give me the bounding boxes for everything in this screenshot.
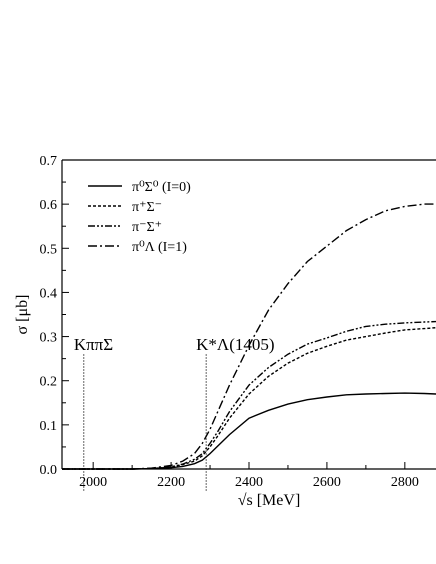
y-tick-label: 0.7 — [40, 154, 58, 169]
y-tick-label: 0.4 — [40, 286, 58, 301]
axes: 0.0 0.1 0.2 0.3 0.4 0.5 0.6 0.7 2000 2200 2400 2600… — [14, 154, 436, 509]
threshold-label: KππΣ — [74, 335, 113, 354]
y-tick-label: 0.1 — [40, 419, 58, 434]
legend-label: π⁰Λ (I=1) — [132, 240, 187, 255]
y-tick-label: 0.3 — [40, 331, 58, 346]
legend: π⁰Σ⁰ (I=0) π⁺Σ⁻ π⁻Σ⁺ π⁰Λ (I=1) — [88, 180, 191, 255]
x-tick-label: 2000 — [79, 475, 107, 490]
x-tick-label: 2200 — [157, 475, 185, 490]
x-tick-label: 2800 — [391, 475, 419, 490]
legend-label: π⁻Σ⁺ — [132, 220, 162, 235]
y-tick-label: 0.6 — [40, 198, 58, 213]
series-line-2 — [62, 320, 436, 470]
series-line-3 — [62, 203, 436, 470]
x-tick-label: 2400 — [235, 475, 263, 490]
series-group — [62, 203, 436, 470]
y-tick-label: 0.2 — [40, 375, 58, 390]
legend-label: π⁺Σ⁻ — [132, 200, 162, 215]
series-line-0 — [62, 392, 436, 470]
legend-label: π⁰Σ⁰ (I=0) — [132, 180, 191, 195]
series-line-1 — [62, 327, 436, 470]
y-axis-title: σ [μb] — [14, 295, 31, 335]
threshold-label: K*Λ(1405) — [196, 335, 274, 354]
x-axis-title: √s [MeV] — [238, 492, 301, 509]
threshold-annotations: KππΣ K*Λ(1405) — [74, 335, 275, 491]
x-tick-label: 2600 — [313, 475, 341, 490]
y-tick-label: 0.0 — [40, 463, 58, 478]
y-tick-label: 0.5 — [40, 242, 58, 257]
